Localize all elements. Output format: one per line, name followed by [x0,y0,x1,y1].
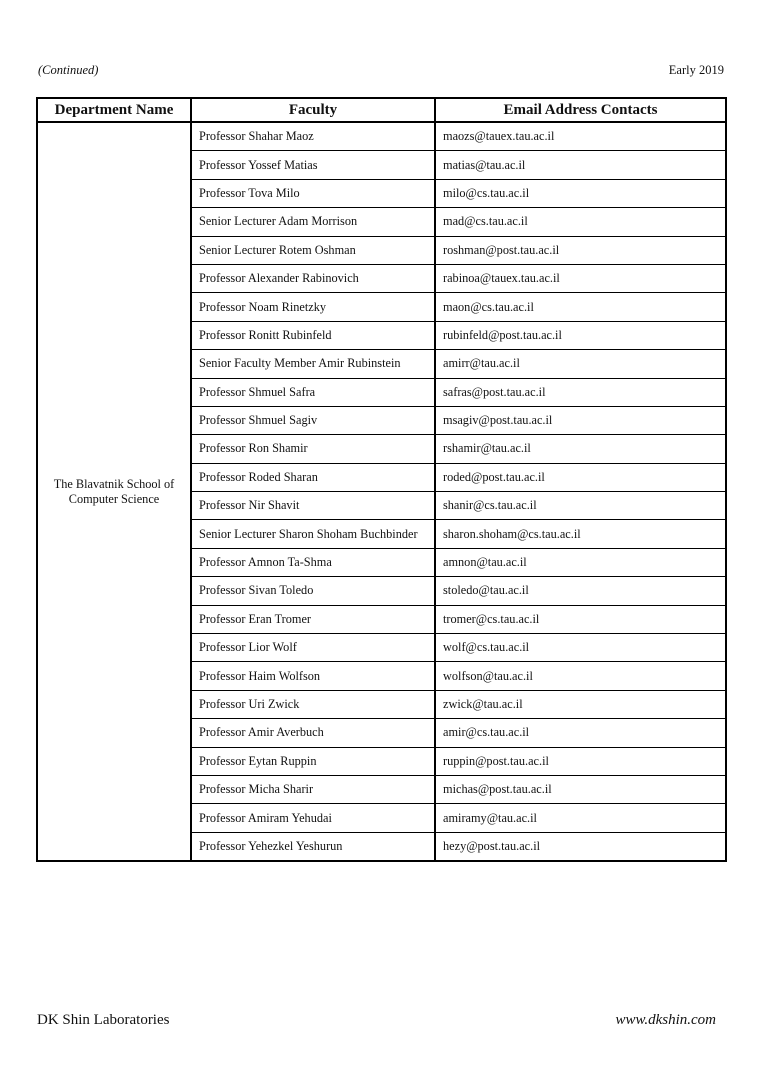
faculty-cell: Professor Amnon Ta-Shma [190,547,436,578]
table-row: Professor Shmuel Safra safras@post.tau.ac… [37,377,727,407]
department-cell: The Blavatnik School of Computer Science [36,121,192,862]
table-row: Professor Sivan Toledo stoledo@tau.ac.il [37,576,727,606]
faculty-cell: Professor Sivan Toledo [190,576,436,606]
faculty-cell: Professor Ron Shamir [190,434,436,464]
faculty-cell: Professor Alexander Rabinovich [190,263,436,294]
faculty-cell: Professor Noam Rinetzky [190,292,436,322]
email-cell: michas@post.tau.ac.il [434,774,727,805]
table-row: Professor Uri Zwick zwick@tau.ac.il [37,689,727,720]
email-cell: stoledo@tau.ac.il [434,576,727,606]
faculty-cell: Professor Tova Milo [190,178,436,209]
email-cell: maon@cs.tau.ac.il [434,292,727,322]
email-cell: amnon@tau.ac.il [434,547,727,578]
table-row: Professor Nir Shavit shanir@cs.tau.ac.il [37,491,727,521]
email-cell: mad@cs.tau.ac.il [434,207,727,237]
table-row: The Blavatnik School of Computer Science… [36,121,727,862]
header-right: Early 2019 [668,63,724,77]
email-cell: milo@cs.tau.ac.il [434,178,727,209]
faculty-cell: Senior Faculty Member Amir Rubinstein [190,349,436,379]
faculty-cell: Professor Haim Wolfson [190,661,436,691]
email-cell: shanir@cs.tau.ac.il [434,491,727,521]
table-row: Professor Amiram Yehudai amiramy@tau.ac.i… [37,803,727,833]
table-row: Professor Eytan Ruppin ruppin@post.tau.ac… [37,746,727,776]
faculty-cell: Professor Yehezkel Yeshurun [190,831,436,862]
table-row: Professor Amnon Ta-Shma amnon@tau.ac.il [37,547,727,578]
table-body: The Blavatnik School of Computer Science… [36,121,727,862]
email-cell: rubinfeld@post.tau.ac.il [434,320,727,351]
faculty-cell: Professor Amir Averbuch [190,718,436,748]
email-cell: rabinoa@tauex.tau.ac.il [434,263,727,294]
faculty-cell: Professor Shmuel Sagiv [190,405,436,436]
faculty-cell: Professor Nir Shavit [190,491,436,521]
faculty-cell: Professor Ronitt Rubinfeld [190,320,436,351]
faculty-cell: Professor Roded Sharan [190,462,436,493]
email-cell: amir@cs.tau.ac.il [434,718,727,748]
faculty-cell: Professor Lior Wolf [190,633,436,663]
email-cell: matias@tau.ac.il [434,150,727,180]
email-cell: wolfson@tau.ac.il [434,661,727,691]
faculty-cell: Senior Lecturer Sharon Shoham Buchbinder [190,519,436,549]
faculty-cell: Professor Shahar Maoz [190,121,436,152]
header-left: (Continued) [38,63,99,77]
faculty-cell: Professor Eran Tromer [190,604,436,635]
table-row: Professor Noam Rinetzky maon@cs.tau.ac.il [37,292,727,322]
email-cell: hezy@post.tau.ac.il [434,831,727,862]
footer-right: www.dkshin.com [615,1012,716,1028]
faculty-cell: Professor Eytan Ruppin [190,746,436,776]
table-head: Department Name Faculty Email Address Cont… [36,97,727,123]
column-header: Department Name [36,97,192,123]
email-cell: sharon.shoham@cs.tau.ac.il [434,519,727,549]
email-cell: zwick@tau.ac.il [434,689,727,720]
table-row: Professor Yossef Matias matias@tau.ac.il [37,150,727,180]
faculty-cell: Senior Lecturer Adam Morrison [190,207,436,237]
email-cell: wolf@cs.tau.ac.il [434,633,727,663]
email-cell: roshman@post.tau.ac.il [434,235,727,265]
email-cell: ruppin@post.tau.ac.il [434,746,727,776]
email-cell: safras@post.tau.ac.il [434,377,727,407]
email-cell: tromer@cs.tau.ac.il [434,604,727,635]
footer-left: DK Shin Laboratories [37,1012,170,1028]
column-header: Email Address Contacts [434,97,727,123]
table-row: Senior Lecturer Rotem Oshman roshman@post… [37,235,727,265]
table-row: Professor Ronitt Rubinfeld rubinfeld@post… [37,320,727,351]
table-row: Professor Tova Milo milo@cs.tau.ac.il [37,178,727,209]
table-row: Senior Lecturer Sharon Shoham Buchbinder… [37,519,727,549]
faculty-cell: Professor Shmuel Safra [190,377,436,407]
column-header: Faculty [190,97,436,123]
email-cell: roded@post.tau.ac.il [434,462,727,493]
table-row: Senior Faculty Member Amir Rubinstein ami… [37,349,727,379]
email-cell: amiramy@tau.ac.il [434,803,727,833]
faculty-cell: Professor Yossef Matias [190,150,436,180]
email-cell: maozs@tauex.tau.ac.il [434,121,727,152]
email-cell: rshamir@tau.ac.il [434,434,727,464]
email-cell: amirr@tau.ac.il [434,349,727,379]
faculty-cell: Professor Uri Zwick [190,689,436,720]
table-row: Professor Roded Sharan roded@post.tau.ac.… [37,462,727,493]
table-row: Senior Lecturer Adam Morrison mad@cs.tau.… [37,207,727,237]
table-row: Professor Shmuel Sagiv msagiv@post.tau.ac… [37,405,727,436]
faculty-cell: Senior Lecturer Rotem Oshman [190,235,436,265]
table-row: Professor Alexander Rabinovich rabinoa@ta… [37,263,727,294]
table-row: Professor Eran Tromer tromer@cs.tau.ac.il [37,604,727,635]
header-row: Department Name Faculty Email Address Cont… [36,97,727,123]
table-row: Professor Yehezkel Yeshurun hezy@post.tau… [37,831,727,862]
faculty-table: Department Name Faculty Email Address Cont… [36,97,727,863]
email-cell: msagiv@post.tau.ac.il [434,405,727,436]
table-row: Professor Micha Sharir michas@post.tau.ac… [37,774,727,805]
faculty-cell: Professor Amiram Yehudai [190,803,436,833]
faculty-cell: Professor Micha Sharir [190,774,436,805]
